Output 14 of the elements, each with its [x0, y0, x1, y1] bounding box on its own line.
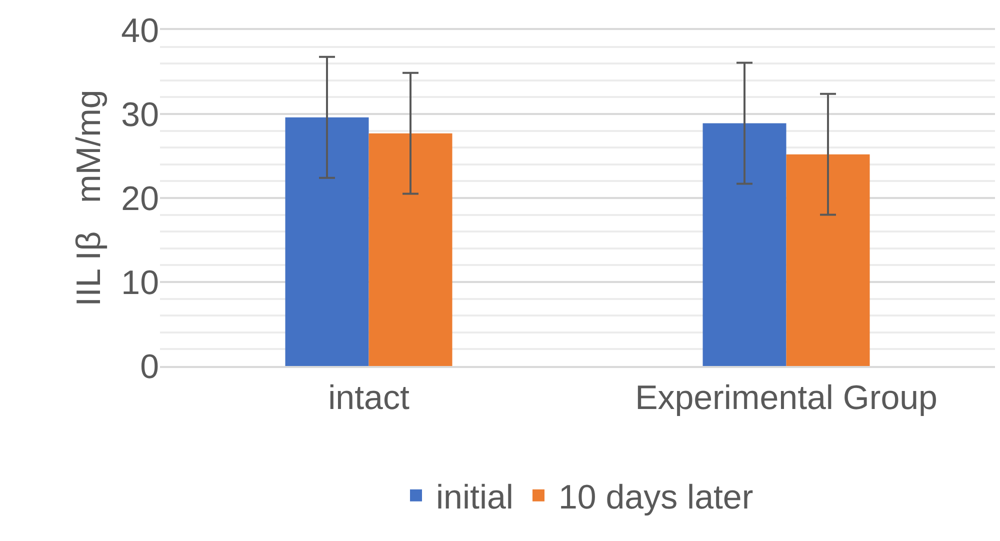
y-tick-label: 10 [121, 264, 159, 302]
bar [786, 154, 870, 366]
y-axis-title: IIL Iβ mM/mg [70, 90, 108, 306]
legend-label: initial [436, 478, 514, 517]
bar [285, 117, 369, 366]
bar [702, 123, 786, 366]
x-tick-label: Experimental Group [635, 378, 938, 417]
x-tick-label: intact [328, 378, 410, 417]
y-tick-label: 0 [140, 348, 159, 386]
y-tick-label: 40 [121, 12, 159, 50]
y-tick-label: 30 [121, 96, 159, 134]
y-tick-label: 20 [121, 180, 159, 218]
bar [368, 133, 452, 366]
legend-label: 10 days later [558, 478, 754, 517]
